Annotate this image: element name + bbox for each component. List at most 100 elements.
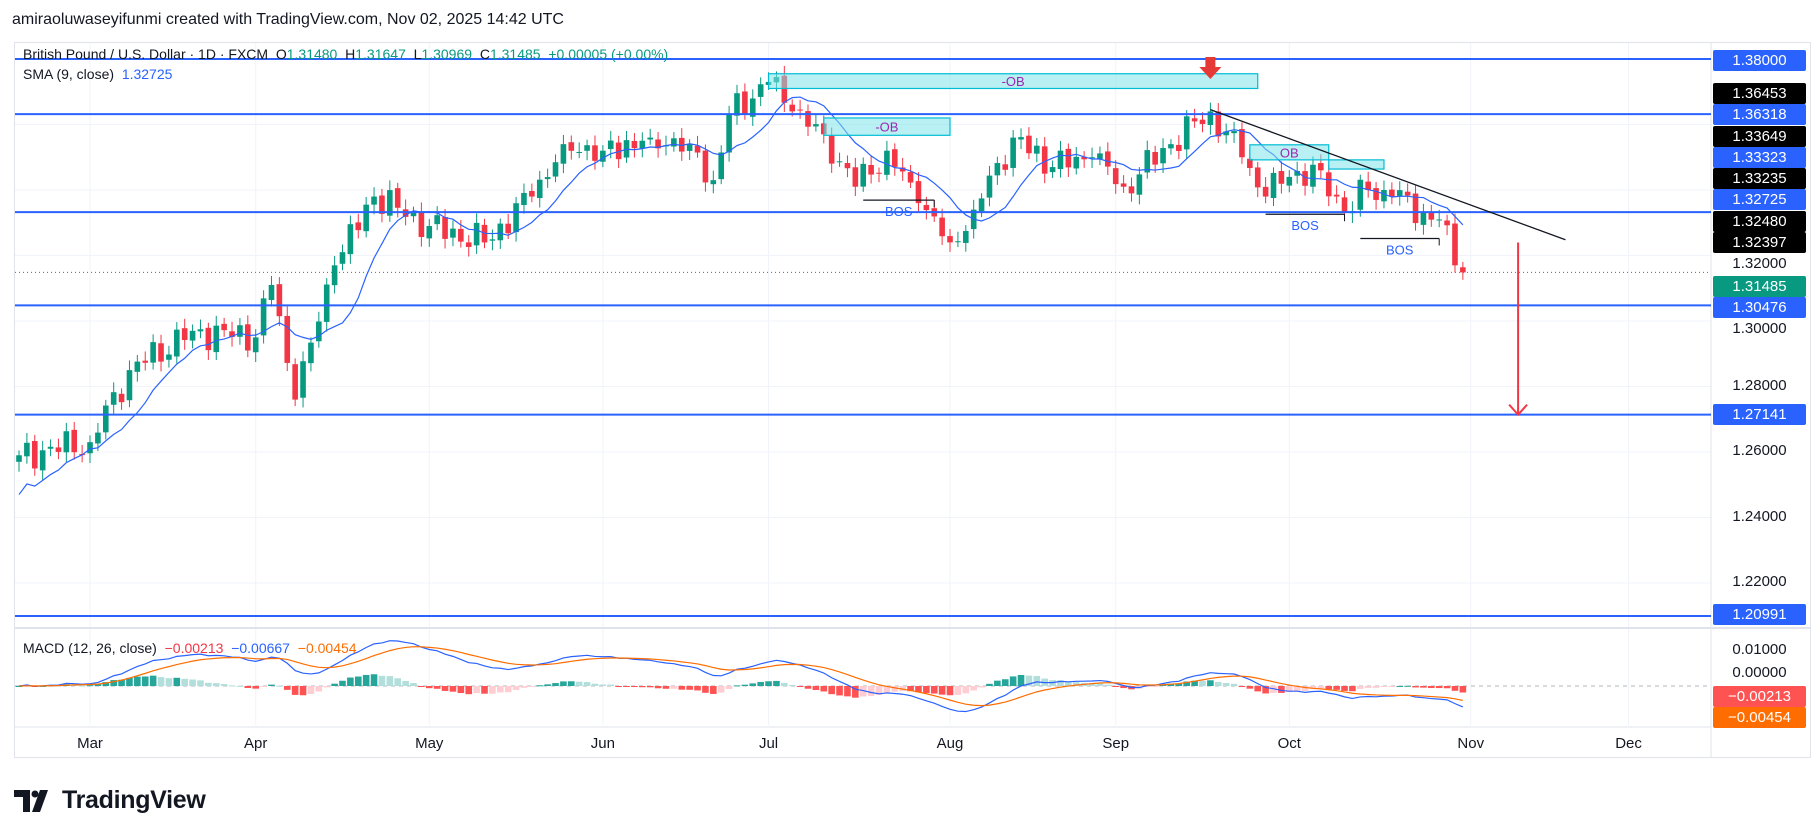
- high-value: 1.31647: [355, 46, 406, 62]
- candle-up: [1136, 174, 1143, 195]
- candle-down: [158, 343, 164, 362]
- candle-down: [1041, 146, 1048, 174]
- candle-up: [813, 124, 819, 127]
- candle-down: [915, 181, 922, 204]
- macd-histogram-bar: [449, 686, 457, 692]
- macd-histogram-bar: [370, 674, 378, 686]
- candle-down: [1452, 223, 1458, 266]
- macd-histogram-bar: [1199, 680, 1206, 686]
- candle-up: [363, 204, 369, 232]
- order-block-zone: [823, 117, 951, 136]
- macd-histogram-bar: [1270, 686, 1277, 693]
- macd-histogram-bar: [15, 686, 23, 687]
- order-block-zone: [767, 73, 1259, 90]
- macd-histogram-bar: [102, 682, 110, 686]
- macd-histogram-bar: [1325, 686, 1333, 690]
- candle-down: [1176, 144, 1182, 151]
- macd-histogram-bar: [402, 681, 409, 686]
- candle-up: [252, 337, 259, 353]
- macd-histogram-bar: [599, 684, 607, 686]
- macd-legend[interactable]: MACD (12, 26, close) −0.00213 −0.00667 −…: [23, 640, 357, 656]
- macd-histogram-bar: [938, 686, 946, 695]
- macd-histogram-bar: [1009, 676, 1017, 686]
- price-tick: 1.32000: [1732, 255, 1787, 272]
- candle-up: [63, 431, 70, 453]
- candle-up: [686, 144, 693, 151]
- tradingview-logo: TradingView: [14, 786, 206, 815]
- candle-up: [16, 455, 22, 462]
- candle-down: [1444, 220, 1450, 226]
- macd-histogram-bar: [844, 686, 851, 697]
- trendline: [1210, 109, 1566, 241]
- candle-up: [1310, 164, 1316, 187]
- symbol-name[interactable]: British Pound / U.S. Dollar · 1D · FXCM: [23, 46, 269, 62]
- candle-up: [1207, 111, 1214, 125]
- candle-down: [1026, 135, 1032, 154]
- macd-histogram-bar: [607, 684, 615, 686]
- candle-down: [379, 195, 385, 214]
- chart-frame: [14, 42, 1811, 758]
- open-value: 1.31480: [286, 46, 338, 62]
- date-tick: Oct: [1277, 735, 1301, 752]
- macd-histogram-bar: [378, 675, 386, 686]
- logo-text: TradingView: [62, 786, 206, 814]
- macd-histogram-bar: [867, 686, 875, 696]
- macd-histogram-bar: [307, 686, 315, 694]
- candle-down: [505, 223, 511, 234]
- macd-histogram-bar: [228, 685, 236, 687]
- price-tick: 1.28000: [1732, 377, 1787, 394]
- sma-legend[interactable]: SMA (9, close) 1.32725: [23, 66, 172, 82]
- candle-down: [1318, 163, 1324, 171]
- order-block-label: -OB: [1002, 74, 1025, 89]
- macd-histogram-bar: [126, 677, 133, 686]
- candle-down: [876, 172, 882, 174]
- candle-up: [1231, 131, 1237, 134]
- macd-histogram-bar: [1404, 685, 1411, 687]
- candle-down: [245, 324, 251, 351]
- candle-up: [134, 361, 141, 372]
- price-tick: 1.24000: [1732, 508, 1787, 525]
- macd-histogram-bar: [544, 684, 551, 686]
- candle-down: [229, 331, 235, 337]
- macd-histogram-bar: [1451, 686, 1459, 691]
- candle-up: [371, 196, 377, 205]
- candle-down: [797, 109, 803, 111]
- candle-up: [718, 152, 725, 180]
- candle-up: [963, 231, 969, 243]
- price-label-last: 1.31485: [1713, 276, 1806, 297]
- sma-line: [18, 96, 1464, 495]
- macd-histogram-bar: [1191, 680, 1198, 686]
- candle-up: [1286, 176, 1293, 186]
- date-tick: May: [415, 735, 444, 752]
- candle-up: [24, 442, 30, 457]
- macd-histogram-bar: [157, 677, 165, 686]
- candle-up: [110, 392, 117, 405]
- candle-up: [1144, 150, 1151, 173]
- macd-histogram-bar: [118, 679, 125, 686]
- macd-histogram-bar: [725, 686, 733, 690]
- macd-value: −0.00667: [231, 640, 290, 656]
- candle-up: [473, 222, 480, 246]
- candle-down: [702, 150, 709, 183]
- candle-up: [426, 226, 433, 239]
- candle-up: [1223, 131, 1229, 136]
- macd-hist-value: −0.00213: [164, 640, 224, 656]
- macd-histogram-bar: [1017, 675, 1025, 686]
- order-block-zone: [1249, 144, 1330, 161]
- macd-histogram-bar: [1151, 686, 1159, 687]
- candle-down: [678, 137, 685, 152]
- candle-up: [1436, 219, 1442, 221]
- macd-histogram-bar: [1443, 686, 1451, 689]
- macd-histogram-bar: [504, 686, 512, 693]
- macd-histogram-bar: [1088, 683, 1096, 686]
- macd-histogram-bar: [930, 686, 938, 694]
- date-tick: Jun: [590, 735, 615, 752]
- macd-histogram-bar: [252, 686, 259, 689]
- macd-histogram-bar: [1278, 686, 1285, 693]
- date-tick: Jul: [758, 735, 779, 752]
- candle-up: [316, 321, 322, 342]
- macd-histogram-bar: [788, 685, 796, 687]
- macd-histogram-bar: [615, 686, 622, 687]
- macd-histogram-bar: [1420, 686, 1427, 688]
